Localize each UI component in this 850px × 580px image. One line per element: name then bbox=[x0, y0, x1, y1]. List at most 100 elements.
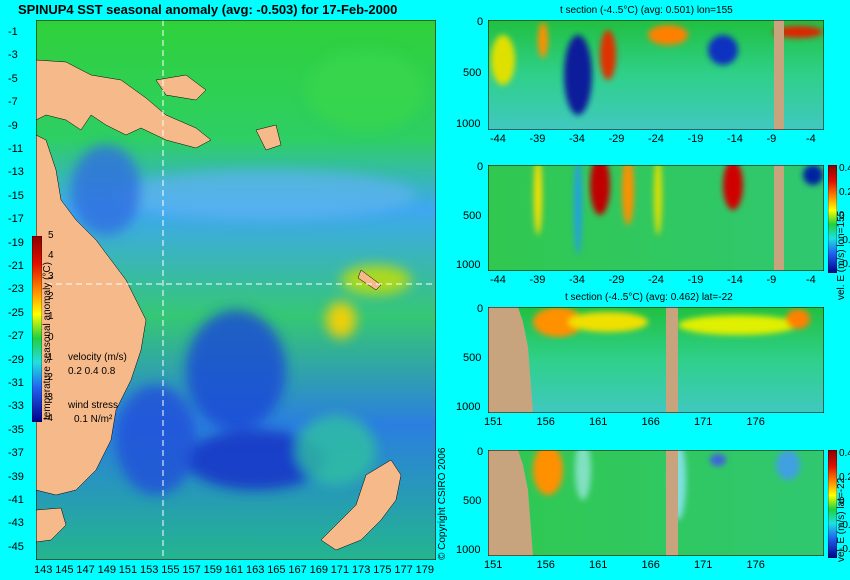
section-x-tick: -4 bbox=[806, 133, 816, 145]
section-colorbar-tick: 0 bbox=[839, 496, 845, 507]
lat-tick: -29 bbox=[8, 353, 24, 366]
section-x-tick: -9 bbox=[766, 133, 777, 145]
colorbar-tick: 4 bbox=[48, 250, 54, 262]
depth-tick: 0 bbox=[477, 16, 484, 28]
lon-tick: 159 bbox=[203, 564, 222, 576]
lon-tick: 157 bbox=[182, 564, 201, 576]
map-title: SPINUP4 SST seasonal anomaly (avg: -0.50… bbox=[18, 2, 398, 17]
section-x-tick: 161 bbox=[589, 416, 608, 428]
section-x-tick: 161 bbox=[589, 559, 608, 571]
lat-tick: -37 bbox=[8, 447, 24, 460]
lon-tick: 155 bbox=[161, 564, 180, 576]
depth-tick: 1000 bbox=[456, 118, 481, 130]
lat-tick: -1 bbox=[8, 26, 18, 38]
section-colorbar-tick: -0.4 bbox=[839, 544, 850, 555]
colorbar-tick: 0 bbox=[48, 331, 54, 343]
lat-tick: -27 bbox=[8, 330, 24, 343]
colorbar-label: temperature seasonal anomaly (°C) bbox=[42, 262, 53, 420]
lat-tick: -17 bbox=[8, 213, 24, 226]
lat-tick: -21 bbox=[8, 260, 24, 272]
section-x-tick: -14 bbox=[727, 133, 743, 145]
section-x-tick: 171 bbox=[694, 559, 713, 571]
lat-tick: -15 bbox=[8, 189, 24, 202]
lon-tick: 177 bbox=[394, 564, 413, 576]
lon-tick: 143 bbox=[34, 564, 53, 576]
velocity-scale: 0.2 0.4 0.8 bbox=[68, 366, 116, 377]
colorbar-tick: -4 bbox=[44, 412, 53, 424]
colorbar-tick: -1 bbox=[44, 351, 53, 363]
depth-tick: 0 bbox=[477, 303, 484, 315]
section-x-tick: -29 bbox=[608, 133, 625, 145]
lat-tick: -41 bbox=[8, 494, 24, 506]
lat-tick: -33 bbox=[8, 400, 24, 413]
section-colorbar-tick: -0.2 bbox=[839, 235, 850, 246]
lon-tick: 175 bbox=[373, 564, 392, 576]
lon-tick: 163 bbox=[246, 564, 265, 576]
section-x-tick: -34 bbox=[569, 274, 585, 286]
colorbar-tick: 1 bbox=[48, 311, 54, 323]
lat-tick: -39 bbox=[8, 470, 24, 483]
panel4-section bbox=[488, 450, 824, 556]
lon-tick: 171 bbox=[330, 564, 350, 576]
map-colorbar bbox=[32, 236, 42, 422]
lon-tick: 151 bbox=[118, 564, 138, 576]
colorbar-tick: 3 bbox=[48, 270, 54, 282]
lat-tick: -13 bbox=[8, 166, 24, 179]
section-colorbar-tick: -0.4 bbox=[839, 259, 850, 270]
section-x-tick: 171 bbox=[694, 416, 713, 428]
panel4-colorbar bbox=[828, 450, 837, 558]
section-x-tick: -24 bbox=[648, 274, 664, 286]
section-x-tick: 176 bbox=[746, 416, 765, 428]
lon-tick: 149 bbox=[97, 564, 116, 576]
section-x-tick: -4 bbox=[806, 274, 816, 286]
depth-tick: 500 bbox=[463, 495, 482, 507]
lon-tick: 179 bbox=[415, 564, 434, 576]
lon-tick: 147 bbox=[76, 564, 95, 576]
section-colorbar-tick: 0.2 bbox=[839, 187, 850, 198]
lon-tick: 173 bbox=[352, 564, 371, 576]
panel2-section bbox=[488, 165, 824, 271]
section-x-tick: -44 bbox=[490, 133, 506, 145]
panel3-title: t section (-4..5°C) (avg: 0.462) lat=-22 bbox=[565, 292, 733, 303]
lat-tick: -19 bbox=[8, 236, 24, 249]
wind-label: wind stress bbox=[68, 400, 119, 411]
depth-tick: 1000 bbox=[456, 259, 481, 271]
depth-tick: 1000 bbox=[456, 544, 481, 556]
panel2-colorbar bbox=[828, 165, 837, 273]
panel1-section bbox=[488, 20, 824, 130]
panel3-section bbox=[488, 307, 824, 413]
lat-tick: -45 bbox=[8, 540, 24, 553]
section-colorbar-tick: 0.4 bbox=[839, 448, 850, 459]
lon-tick: 161 bbox=[224, 564, 244, 576]
lat-tick: -3 bbox=[8, 49, 18, 62]
section-x-tick: 151 bbox=[484, 416, 503, 428]
lon-tick: 169 bbox=[309, 564, 328, 576]
depth-tick: 1000 bbox=[456, 401, 481, 413]
section-colorbar-tick: 0 bbox=[839, 211, 845, 222]
section-x-tick: 156 bbox=[536, 559, 555, 571]
section-colorbar-tick: -0.2 bbox=[839, 520, 850, 531]
lat-tick: -11 bbox=[8, 143, 24, 155]
colorbar-tick: 2 bbox=[48, 290, 54, 302]
section-x-tick: -24 bbox=[648, 133, 664, 145]
section-x-tick: 176 bbox=[746, 559, 765, 571]
lon-tick: 167 bbox=[288, 564, 307, 576]
wind-scale: 0.1 N/m² bbox=[74, 414, 113, 425]
section-x-tick: -19 bbox=[687, 133, 704, 145]
depth-tick: 0 bbox=[477, 161, 484, 173]
lat-tick: -35 bbox=[8, 423, 24, 436]
lat-tick: -43 bbox=[8, 517, 24, 530]
section-x-tick: 151 bbox=[484, 559, 503, 571]
lat-tick: -5 bbox=[8, 72, 18, 85]
copyright: © Copyright CSIRO 2006 bbox=[437, 447, 448, 560]
sst-map bbox=[36, 20, 436, 560]
lat-tick: -23 bbox=[8, 283, 24, 296]
section-x-tick: -39 bbox=[529, 133, 546, 145]
colorbar-tick: -3 bbox=[44, 392, 53, 404]
section-colorbar-tick: 0.4 bbox=[839, 163, 850, 174]
section-x-tick: -39 bbox=[529, 274, 546, 286]
panel2-cb-label: vel. E (m/s) lon=155 bbox=[836, 210, 847, 300]
section-x-tick: -9 bbox=[766, 274, 777, 286]
section-x-tick: -34 bbox=[569, 133, 585, 145]
colorbar-tick: -2 bbox=[44, 372, 53, 384]
